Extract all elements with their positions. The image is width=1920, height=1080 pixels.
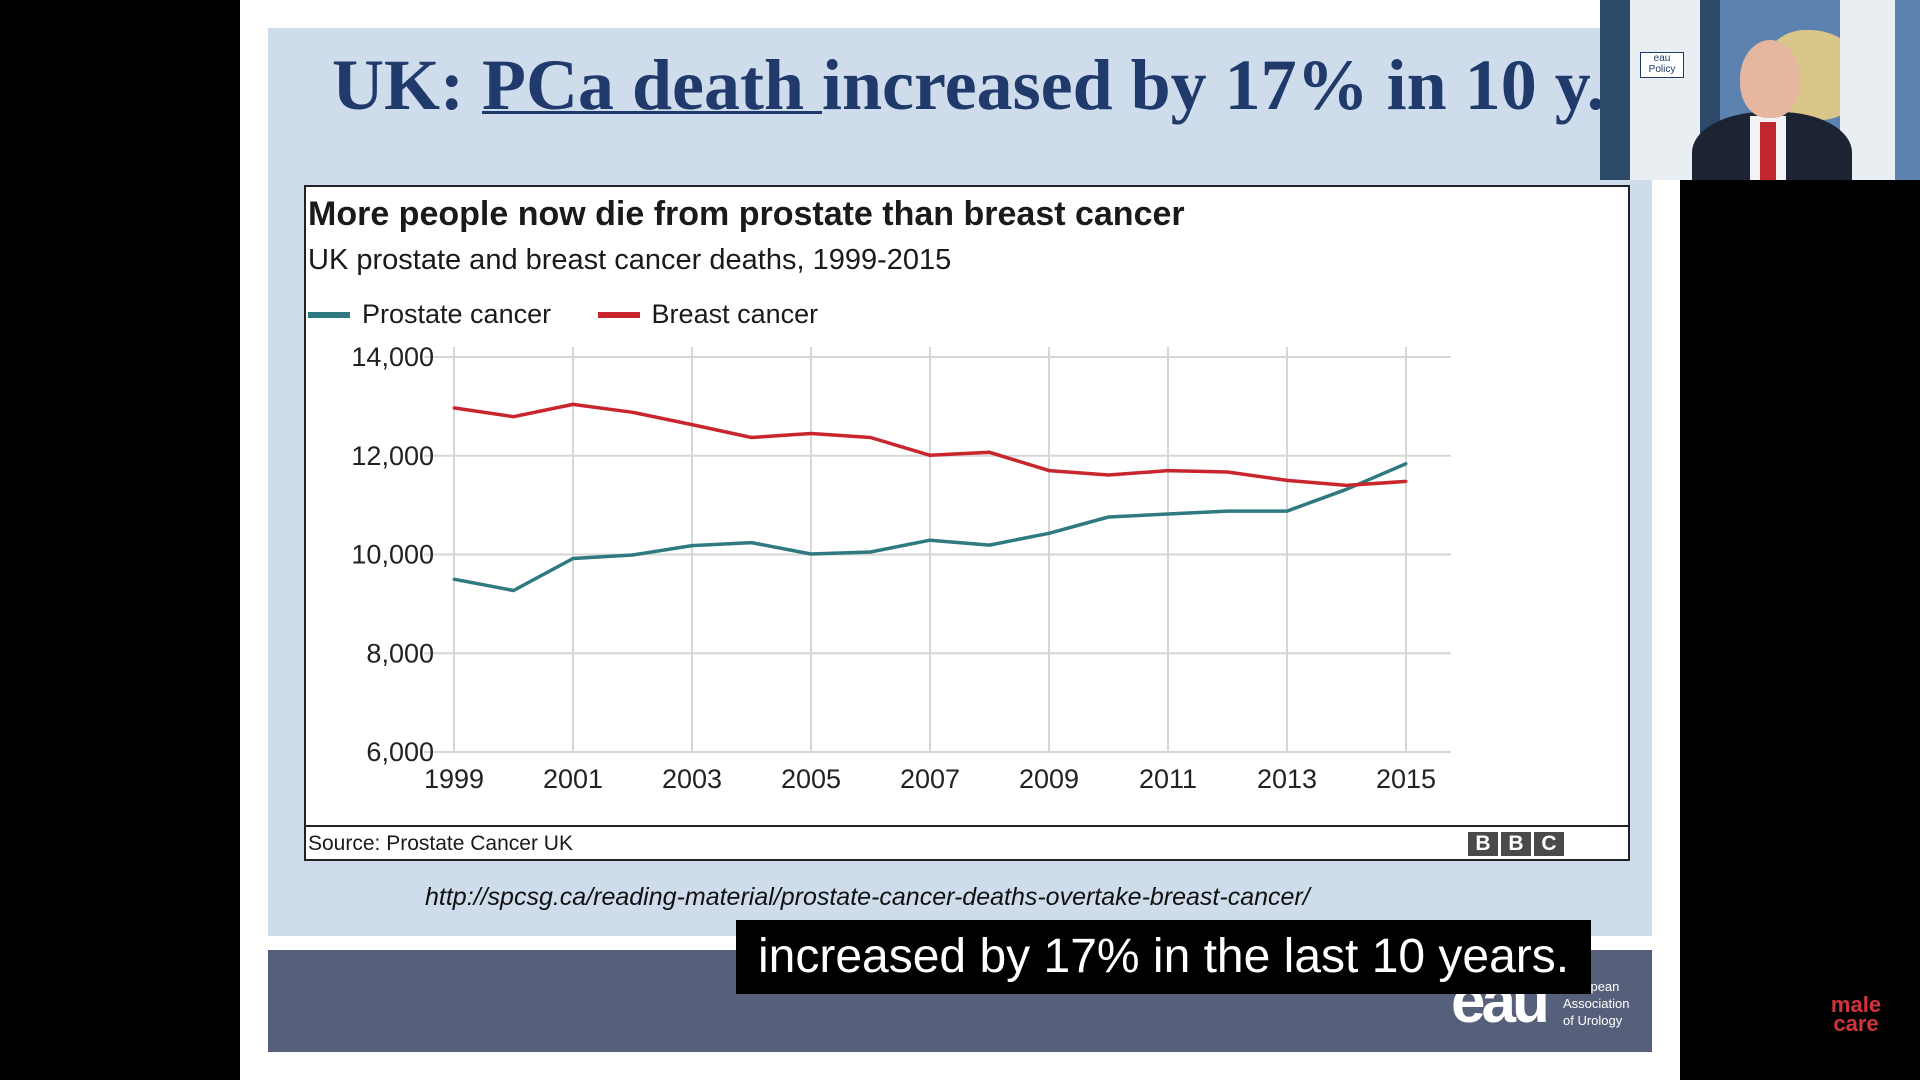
- breast-cancer-point: [1166, 469, 1170, 473]
- webcam-banner-left: [1630, 0, 1700, 180]
- y-tick-label: 14,000: [351, 342, 434, 372]
- presentation-slide: UK: PCa death increased by 17% in 10 y. …: [240, 0, 1680, 1080]
- y-tick-label: 8,000: [366, 638, 434, 668]
- prostate-cancer-point: [1285, 509, 1289, 513]
- breast-cancer-point: [452, 406, 456, 410]
- legend-swatch-breast: [597, 311, 640, 318]
- breast-cancer-point: [809, 432, 813, 436]
- breast-cancer-point: [1345, 483, 1348, 487]
- malecare-watermark: male care: [1826, 992, 1886, 1036]
- breast-cancer-point: [1107, 473, 1110, 477]
- legend-item-breast: Breast cancer: [597, 299, 819, 330]
- breast-cancer-point: [571, 402, 575, 406]
- slide-title-prefix: UK:: [332, 45, 482, 125]
- prostate-cancer-point: [1166, 512, 1170, 516]
- prostate-cancer-point: [690, 544, 694, 548]
- slide-title-suffix: increased by 17% in 10 y.: [821, 45, 1605, 125]
- breast-cancer-point: [750, 435, 753, 439]
- x-tick-label: 2013: [1257, 764, 1317, 794]
- slide-title-underlined: PCa death: [481, 45, 822, 125]
- breast-cancer-point: [690, 423, 694, 427]
- eau-name-line: of Urology: [1563, 1013, 1623, 1028]
- chart-footer-divider: [306, 825, 1628, 827]
- x-tick-label: 2015: [1376, 764, 1436, 794]
- bbc-logo-letter: C: [1534, 832, 1564, 856]
- x-tick-label: 2009: [1019, 764, 1079, 794]
- prostate-cancer-point: [631, 553, 634, 557]
- breast-cancer-point: [928, 453, 932, 457]
- breast-cancer-point: [869, 435, 872, 439]
- x-tick-label: 2005: [781, 764, 841, 794]
- x-tick-label: 1999: [424, 764, 484, 794]
- webcam-policy-tag: eau Policy: [1640, 52, 1684, 78]
- prostate-cancer-point: [1226, 509, 1229, 513]
- breast-cancer-point: [1285, 478, 1289, 482]
- prostate-cancer-point: [1345, 487, 1348, 491]
- breast-cancer-point: [631, 410, 634, 414]
- prostate-cancer-point: [869, 550, 872, 554]
- slide-title: UK: PCa death increased by 17% in 10 y.: [332, 40, 1632, 130]
- speaker-tie: [1760, 122, 1776, 180]
- x-tick-label: 2007: [900, 764, 960, 794]
- y-tick-label: 6,000: [366, 737, 434, 767]
- bbc-logo-letter: B: [1468, 832, 1498, 856]
- chart-panel: More people now die from prostate than b…: [304, 185, 1630, 861]
- legend-label-breast: Breast cancer: [651, 299, 819, 329]
- breast-cancer-point: [1047, 469, 1051, 473]
- y-tick-label: 10,000: [351, 540, 434, 570]
- bbc-logo-letter: B: [1501, 832, 1531, 856]
- breast-cancer-point: [1404, 479, 1408, 483]
- video-caption: increased by 17% in the last 10 years.: [736, 920, 1592, 994]
- eau-name-line: Association: [1563, 996, 1630, 1011]
- prostate-cancer-point: [512, 589, 515, 593]
- prostate-cancer-point: [1404, 462, 1408, 466]
- malecare-watermark-line: care: [1833, 1011, 1879, 1036]
- chart-subtitle: UK prostate and breast cancer deaths, 19…: [308, 244, 952, 276]
- breast-cancer-point: [1226, 470, 1229, 474]
- breast-cancer-point: [512, 415, 515, 419]
- prostate-cancer-point: [988, 543, 991, 547]
- legend-item-prostate: Prostate cancer: [308, 299, 551, 330]
- chart-title: More people now die from prostate than b…: [308, 195, 1185, 233]
- chart-source: Source: Prostate Cancer UK: [308, 832, 573, 855]
- prostate-cancer-point: [571, 556, 575, 560]
- legend-label-prostate: Prostate cancer: [362, 299, 552, 329]
- breast-cancer-point: [988, 450, 991, 454]
- chart-legend: Prostate cancer Breast cancer: [308, 299, 860, 333]
- prostate-cancer-point: [1107, 515, 1110, 519]
- prostate-cancer-point: [809, 552, 813, 556]
- prostate-cancer-point: [1047, 531, 1051, 535]
- bbc-logo: B B C: [1468, 832, 1564, 856]
- reference-url[interactable]: http://spcsg.ca/reading-material/prostat…: [425, 883, 1310, 911]
- x-tick-label: 2011: [1139, 764, 1197, 794]
- prostate-cancer-point: [928, 538, 932, 542]
- speaker-webcam: eau Policy: [1600, 0, 1920, 180]
- speaker-head: [1740, 40, 1800, 118]
- x-tick-label: 2001: [543, 764, 603, 794]
- x-tick-label: 2003: [662, 764, 722, 794]
- prostate-cancer-point: [452, 577, 456, 581]
- y-tick-label: 12,000: [351, 441, 434, 471]
- prostate-cancer-point: [750, 541, 753, 545]
- malecare-watermark-line: male: [1830, 992, 1882, 1017]
- legend-swatch-prostate: [308, 311, 350, 318]
